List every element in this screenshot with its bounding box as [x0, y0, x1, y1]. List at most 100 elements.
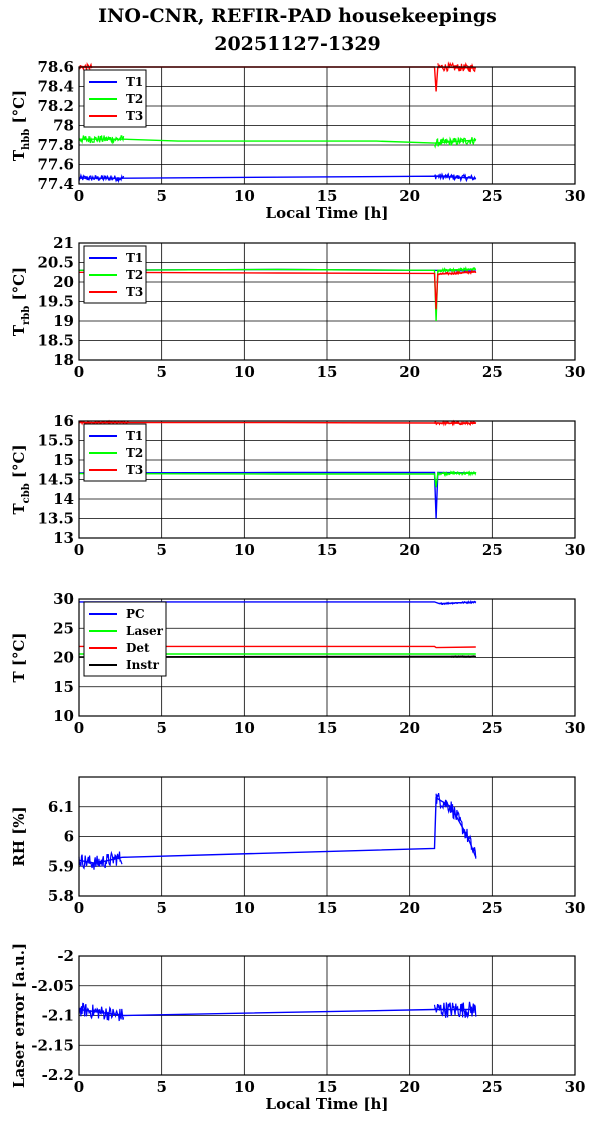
legend-label: T1 [126, 251, 143, 265]
y-tick-label: 77.6 [37, 156, 74, 174]
x-tick-label: 30 [565, 899, 586, 917]
plot-frame [78, 776, 576, 897]
y-tick-label: -2.2 [42, 1066, 74, 1084]
series-noise [437, 265, 477, 274]
x-tick-label: 15 [317, 541, 338, 559]
x-tick-label: 15 [317, 363, 338, 381]
series-noise [433, 419, 477, 427]
y-tick-label: 30 [53, 590, 74, 608]
plot-frame [78, 955, 576, 1076]
series-noise [78, 850, 123, 870]
series-noise [78, 1002, 125, 1022]
x-tick-label: 5 [156, 187, 166, 205]
x-tick-label: 0 [74, 187, 84, 205]
y-tick-label: 25 [53, 619, 74, 637]
x-tick-label: 10 [234, 899, 255, 917]
x-tick-label: 25 [482, 541, 503, 559]
y-axis-label: Tcbb [°C] [10, 444, 32, 514]
chart-panel-6: 0 5 10 15 20 25 30 -2.2 -2.15 -2.1 -2.05 -2 Laser er… [10, 943, 585, 1113]
y-tick-label: 14.5 [37, 471, 74, 489]
chart-panel-5: 0 5 10 15 20 25 30 5.8 5.9 6 6.1 RH [%] [10, 776, 586, 917]
y-tick-label: 19 [53, 312, 74, 330]
series-line-main [78, 796, 477, 865]
x-tick-label: 15 [317, 899, 338, 917]
y-axis-label: T [°C] [10, 632, 28, 682]
x-tick-label: 20 [399, 187, 420, 205]
x-tick-label: 30 [565, 363, 586, 381]
y-tick-label: 20 [53, 273, 74, 291]
y-axis-label: Thbb [°C] [10, 90, 32, 161]
plot-frame [78, 598, 576, 717]
x-tick-label: 25 [482, 719, 503, 737]
x-tick-label: 25 [482, 187, 503, 205]
series-line-det [79, 645, 476, 649]
x-axis-label: Local Time [h] [266, 204, 389, 222]
y-tick-label: 5.9 [48, 857, 74, 875]
y-tick-label: -2.1 [42, 1007, 74, 1025]
chart-title-line1: INO-CNR, REFIR-PAD housekeepings [98, 5, 497, 27]
y-tick-label: 78.6 [37, 58, 74, 76]
legend-label: T3 [126, 463, 143, 477]
legend-label: T2 [126, 92, 143, 106]
x-tick-label: 0 [74, 899, 84, 917]
legend-label: Instr [126, 658, 160, 672]
y-tick-label: 18.5 [37, 332, 74, 350]
legend-label: T3 [126, 109, 143, 123]
legend-label: Laser [126, 624, 164, 638]
series-noise [437, 269, 477, 276]
legend-label: T2 [126, 268, 143, 282]
series-line-main [78, 1008, 476, 1017]
y-tick-label: 77.4 [37, 175, 74, 193]
y-tick-label: 20 [53, 649, 74, 667]
x-tick-label: 20 [399, 1078, 420, 1096]
x-tick-label: 30 [565, 541, 586, 559]
x-tick-label: 5 [156, 363, 166, 381]
series-line-t3 [79, 421, 476, 424]
series-noise [450, 655, 476, 658]
x-tick-label: 10 [234, 1078, 255, 1096]
y-tick-label: 77.8 [37, 136, 74, 154]
x-tick-label: 15 [317, 719, 338, 737]
y-tick-label: 10 [53, 707, 74, 725]
x-tick-label: 0 [74, 363, 84, 381]
series-noise [78, 419, 129, 426]
x-tick-label: 0 [74, 541, 84, 559]
plot-frame [78, 420, 576, 539]
y-tick-label: 78 [53, 117, 74, 135]
y-tick-label: 6.1 [48, 798, 74, 816]
series-noise [439, 599, 477, 606]
y-tick-label: -2.05 [31, 977, 74, 995]
y-axis-label: Laser error [a.u.] [10, 943, 28, 1088]
y-tick-label: 20.5 [37, 254, 74, 272]
y-tick-label: 78.2 [37, 97, 74, 115]
x-tick-label: 25 [482, 899, 503, 917]
series-noise [78, 173, 125, 184]
series-noise [433, 136, 477, 149]
x-tick-label: 5 [156, 541, 166, 559]
y-axis-label: Trbb [°C] [10, 267, 32, 336]
x-tick-label: 5 [156, 899, 166, 917]
x-tick-label: 0 [74, 719, 84, 737]
y-tick-label: 13.5 [37, 510, 74, 528]
series-noise [434, 172, 477, 183]
series-noise [437, 470, 477, 478]
y-tick-label: 14 [53, 490, 74, 508]
plot-frame [78, 242, 576, 361]
x-tick-label: 20 [399, 541, 420, 559]
y-tick-label: -2.15 [31, 1036, 74, 1054]
x-tick-label: 5 [156, 1078, 166, 1096]
chart-panel-3: 0 5 10 15 20 25 301313.51414.51515.516T1T2T3Tc… [10, 412, 585, 559]
x-tick-label: 15 [317, 187, 338, 205]
x-tick-label: 15 [317, 1078, 338, 1096]
y-tick-label: 15.5 [37, 432, 74, 450]
chart-title-line2: 20251127-1329 [214, 33, 381, 55]
x-tick-label: 20 [399, 719, 420, 737]
chart-panel-4: 0 5 10 15 20 25 30 10 15 20 25 30 PC Laser Det Instr T [… [10, 590, 585, 737]
legend-label: T1 [126, 75, 143, 89]
series-line-t2 [79, 138, 476, 144]
y-tick-label: 6 [64, 828, 74, 846]
series-noise [435, 792, 477, 859]
x-tick-label: 10 [234, 541, 255, 559]
y-tick-label: 19.5 [37, 293, 74, 311]
